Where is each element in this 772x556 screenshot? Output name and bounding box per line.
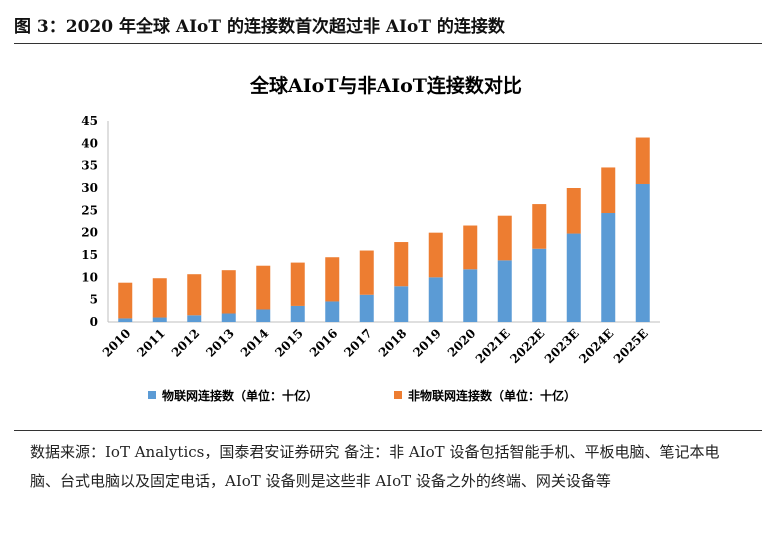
bar-non-iot: [256, 265, 271, 310]
bar-non-iot: [290, 262, 305, 306]
x-tick-label: 2025E: [611, 326, 651, 366]
source-divider: [14, 430, 762, 431]
bar-non-iot: [152, 278, 167, 318]
x-tick-label: 2018: [376, 326, 410, 360]
bar-iot: [325, 301, 340, 322]
bar-iot: [221, 313, 236, 322]
source-note: 数据来源：IoT Analytics，国泰君安证券研究 备注：非 AIoT 设备…: [30, 443, 720, 490]
y-tick-label: 15: [81, 248, 98, 262]
y-tick-label: 0: [90, 315, 98, 329]
bar-non-iot: [601, 167, 616, 214]
y-tick-label: 10: [81, 270, 98, 284]
bar-iot: [118, 318, 133, 322]
x-tick-label: 2024E: [576, 326, 616, 366]
y-tick-label: 30: [81, 181, 98, 195]
y-tick-label: 35: [81, 159, 98, 173]
x-tick-label: 2019: [410, 326, 444, 360]
bar-non-iot: [497, 215, 512, 261]
bar-iot: [394, 286, 409, 322]
y-tick-label: 20: [81, 226, 98, 240]
stacked-bar-chart: 全球AIoT与非AIoT连接数对比 0 5 10 15 20 25 30 35 40 45 2010…: [81, 74, 660, 403]
x-tick-label: 2016: [307, 326, 341, 360]
figure-heading: 图 3：2020 年全球 AIoT 的连接数首次超过非 AIoT 的连接数: [14, 17, 505, 37]
bar-iot: [152, 317, 167, 322]
x-tick-label: 2012: [169, 326, 203, 360]
bar-iot: [532, 248, 547, 322]
bar-non-iot: [635, 137, 650, 184]
bar-iot: [256, 309, 271, 322]
legend-label-iot: 物联网连接数（单位：十亿）: [162, 388, 318, 403]
chart-title: 全球AIoT与非AIoT连接数对比: [249, 74, 522, 97]
bar-iot: [463, 269, 478, 322]
figure-header: 图 3：2020 年全球 AIoT 的连接数首次超过非 AIoT 的连接数: [0, 0, 772, 44]
y-tick-label: 45: [81, 114, 98, 128]
bar-non-iot: [221, 270, 236, 314]
x-tick-label: 2021E: [473, 326, 513, 366]
x-tick-label: 2011: [134, 326, 168, 360]
y-tick-label: 40: [81, 136, 98, 150]
bar-non-iot: [428, 232, 443, 278]
top-divider: [14, 43, 762, 44]
y-tick-label: 5: [90, 293, 98, 307]
x-tick-label: 2010: [100, 326, 134, 360]
bar-iot: [428, 277, 443, 322]
legend-swatch-iot: [148, 391, 156, 399]
y-tick-label: 25: [81, 203, 98, 217]
bar-iot: [187, 315, 202, 322]
bar-non-iot: [463, 225, 478, 270]
bar-iot: [497, 260, 512, 322]
bar-non-iot: [532, 204, 547, 249]
x-tick-label: 2017: [341, 326, 375, 360]
bar-iot: [359, 294, 374, 322]
x-tick-label: 2013: [203, 326, 237, 360]
chart-legend: 物联网连接数（单位：十亿） 非物联网连接数（单位：十亿）: [148, 388, 576, 403]
bar-iot: [601, 213, 616, 322]
x-tick-label: 2015: [272, 326, 306, 360]
bar-non-iot: [394, 242, 409, 287]
bar-iot: [635, 183, 650, 322]
bar-non-iot: [118, 282, 133, 319]
bar-iot: [290, 305, 305, 322]
bar-iot: [566, 233, 581, 322]
x-tick-label: 2022E: [507, 326, 547, 366]
bar-non-iot: [325, 257, 340, 302]
legend-label-non-iot: 非物联网连接数（单位：十亿）: [408, 388, 576, 403]
bar-non-iot: [566, 188, 581, 234]
x-tick-label: 2014: [238, 326, 272, 360]
bar-non-iot: [187, 274, 202, 316]
legend-swatch-non-iot: [394, 391, 402, 399]
x-tick-label: 2023E: [542, 326, 582, 366]
bar-non-iot: [359, 250, 374, 295]
